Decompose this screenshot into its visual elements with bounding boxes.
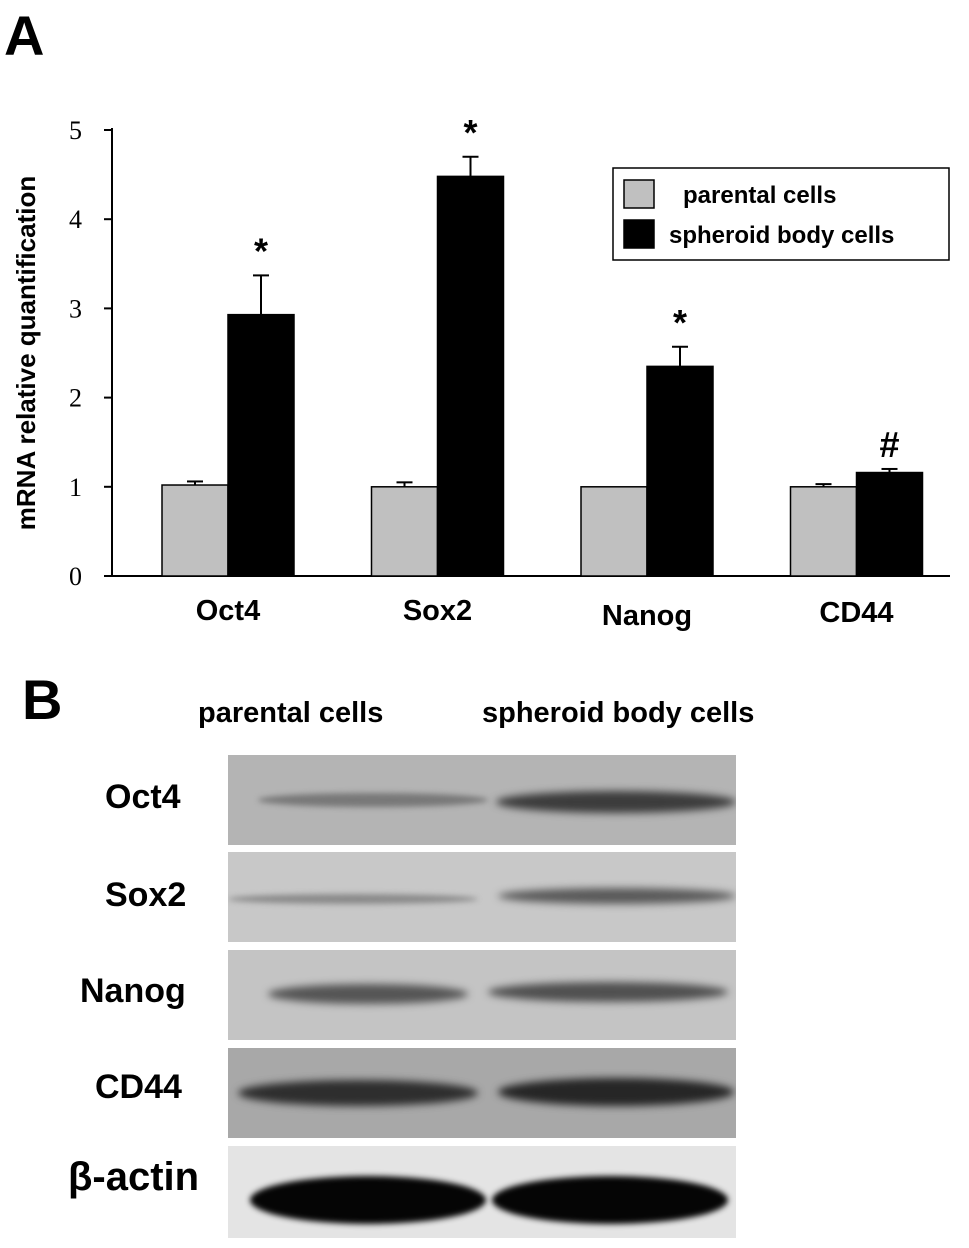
blot-band xyxy=(258,793,488,807)
bar-parental xyxy=(161,484,229,577)
bar-parental xyxy=(370,486,439,577)
blot-strip-nanog xyxy=(228,950,736,1040)
labels: 0 1 2 3 4 5 mRNA relative quantification * Oct4 *… xyxy=(11,112,900,632)
blot-band xyxy=(228,894,478,904)
panel-b-letter: B xyxy=(22,668,63,731)
bar-chart: 0 1 2 3 4 5 mRNA relative quantification * Oct4 *… xyxy=(11,112,950,632)
blot-header-parental: parental cells xyxy=(198,697,384,729)
legend-swatch xyxy=(623,179,655,209)
panel-a-letter: A xyxy=(4,4,45,67)
y-tick-label: 0 xyxy=(69,562,82,591)
x-category-label: Sox2 xyxy=(403,595,472,627)
blot-band xyxy=(268,984,468,1004)
bar-parental xyxy=(789,486,858,577)
legend-label: spheroid body cells xyxy=(669,222,894,249)
blot-strip-cd44 xyxy=(228,1048,736,1138)
y-tick-label: 1 xyxy=(69,473,82,502)
blot-band xyxy=(488,982,728,1002)
y-tick-label: 5 xyxy=(69,116,82,145)
blot-band xyxy=(498,1078,734,1106)
blot-band xyxy=(238,1080,478,1106)
blot-strip-beta-actin xyxy=(228,1146,736,1238)
bars xyxy=(161,155,924,577)
blot-band xyxy=(498,888,736,904)
x-category-label: Nanog xyxy=(602,600,692,632)
blot-label-sox2: Sox2 xyxy=(105,876,187,914)
blot-strip-oct4 xyxy=(228,755,736,845)
bar-spheroid xyxy=(855,471,924,577)
blot-label-cd44: CD44 xyxy=(95,1068,182,1106)
blot-strip-sox2 xyxy=(228,852,736,942)
significance-marker: * xyxy=(463,112,477,153)
x-category-label: Oct4 xyxy=(196,595,260,627)
y-tick-label: 2 xyxy=(69,384,82,413)
blot-label-oct4: Oct4 xyxy=(105,778,181,816)
blot-label-beta-actin: β-actin xyxy=(68,1155,200,1199)
y-tick-label: 4 xyxy=(69,205,82,234)
bar-spheroid xyxy=(646,365,714,577)
y-tick-label: 3 xyxy=(69,294,82,323)
x-category-label: CD44 xyxy=(819,597,893,629)
legend-box xyxy=(612,167,950,261)
significance-marker: * xyxy=(254,230,268,271)
y-axis-title: mRNA relative quantification xyxy=(11,176,41,530)
legend-label: parental cells xyxy=(683,182,836,209)
blot-header-spheroid: spheroid body cells xyxy=(482,697,755,729)
bar-spheroid xyxy=(227,313,295,577)
bar-spheroid xyxy=(436,175,505,577)
legend-swatch xyxy=(623,219,655,249)
legend: parental cells spheroid body cells xyxy=(612,167,950,261)
blot-band xyxy=(492,1176,728,1224)
blot-band xyxy=(496,791,736,813)
significance-marker: * xyxy=(673,302,687,343)
bar-parental xyxy=(580,486,648,577)
significance-marker: # xyxy=(879,424,899,465)
blot-band xyxy=(250,1176,486,1224)
blot-label-nanog: Nanog xyxy=(80,972,186,1010)
